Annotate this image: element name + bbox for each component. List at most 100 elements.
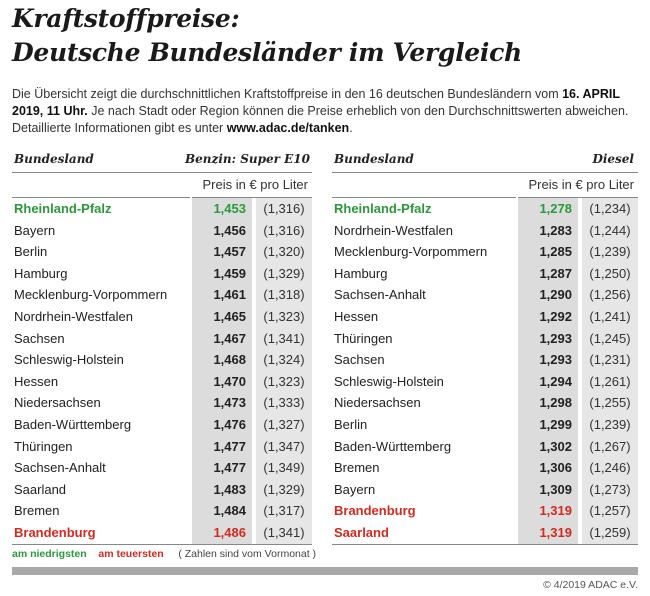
previous-month-price: (1,245) <box>582 327 638 350</box>
table-row: Brandenburg 1,486 (1,341) <box>12 521 312 544</box>
previous-month-price: (1,329) <box>256 478 312 501</box>
table-bottom-rule <box>12 543 312 545</box>
current-price: 1,453 <box>192 198 252 220</box>
previous-month-price: (1,246) <box>582 457 638 479</box>
table-row: Sachsen-Anhalt 1,290 (1,256) <box>332 284 638 306</box>
table-row: Brandenburg 1,319 (1,257) <box>332 500 638 522</box>
current-price: 1,477 <box>192 457 252 479</box>
table-row: Sachsen-Anhalt 1,477 (1,349) <box>12 457 312 479</box>
table-row: Mecklenburg-Vorpommern 1,461 (1,318) <box>12 284 312 306</box>
current-price: 1,456 <box>192 219 252 242</box>
state-name: Berlin <box>14 244 48 260</box>
current-price: 1,306 <box>518 457 578 479</box>
table-row: Thüringen 1,293 (1,245) <box>332 327 638 350</box>
current-price: 1,476 <box>192 413 252 436</box>
table-row: Hessen 1,292 (1,241) <box>332 305 638 328</box>
state-name: Schleswig-Holstein <box>14 352 124 368</box>
current-price: 1,278 <box>518 198 578 220</box>
previous-month-price: (1,259) <box>582 521 638 544</box>
previous-month-price: (1,231) <box>582 349 638 371</box>
previous-month-price: (1,239) <box>582 413 638 436</box>
previous-month-price: (1,239) <box>582 241 638 263</box>
table-row: Niedersachsen 1,298 (1,255) <box>332 392 638 414</box>
previous-month-price: (1,323) <box>256 305 312 328</box>
state-name: Niedersachsen <box>334 395 421 411</box>
table-row: Sachsen 1,467 (1,341) <box>12 327 312 350</box>
previous-month-price: (1,323) <box>256 370 312 393</box>
state-name: Schleswig-Holstein <box>334 373 444 389</box>
previous-month-price: (1,327) <box>256 413 312 436</box>
previous-month-price: (1,329) <box>256 262 312 285</box>
table-row: Schleswig-Holstein 1,294 (1,261) <box>332 370 638 393</box>
current-price: 1,484 <box>192 500 252 522</box>
previous-month-price: (1,341) <box>256 521 312 544</box>
table-row: Saarland 1,319 (1,259) <box>332 521 638 544</box>
state-name: Sachsen <box>14 330 65 346</box>
state-name: Bayern <box>14 222 56 238</box>
table-row: Hessen 1,470 (1,323) <box>12 370 312 393</box>
state-name: Hessen <box>334 308 379 324</box>
state-name: Mecklenburg-Vorpommern <box>14 287 168 303</box>
current-price: 1,292 <box>518 305 578 328</box>
state-name: Sachsen-Anhalt <box>334 287 426 303</box>
legend-note: ( Zahlen sind vom Vormonat ) <box>178 548 317 560</box>
state-name: Thüringen <box>14 438 73 454</box>
table-row: Berlin 1,457 (1,320) <box>12 241 312 263</box>
unit-label: Preis in € pro Liter <box>202 177 309 192</box>
state-name: Thüringen <box>334 330 393 346</box>
previous-month-price: (1,255) <box>582 392 638 414</box>
current-price: 1,465 <box>192 305 252 328</box>
previous-month-price: (1,257) <box>582 500 638 522</box>
previous-month-price: (1,341) <box>256 327 312 350</box>
state-name: Rheinland-Pfalz <box>334 201 432 216</box>
table-row: Berlin 1,299 (1,239) <box>332 413 638 436</box>
table-header: Bundesland Benzin: Super E10 <box>12 146 312 173</box>
previous-month-price: (1,234) <box>582 198 638 220</box>
state-name: Saarland <box>14 481 67 497</box>
table-row: Bayern 1,309 (1,273) <box>332 478 638 501</box>
current-price: 1,294 <box>518 370 578 393</box>
state-name: Baden-Württemberg <box>14 416 132 432</box>
previous-month-price: (1,347) <box>256 435 312 458</box>
state-name: Hamburg <box>334 265 388 281</box>
page-title: Kraftstoffpreise: Deutsche Bundesländer i… <box>12 4 522 67</box>
state-name: Brandenburg <box>334 503 416 519</box>
previous-month-price: (1,244) <box>582 219 638 242</box>
table-row: Rheinland-Pfalz 1,453 (1,316) <box>12 198 312 220</box>
previous-month-price: (1,250) <box>582 262 638 285</box>
table-row: Schleswig-Holstein 1,468 (1,324) <box>12 349 312 371</box>
current-price: 1,302 <box>518 435 578 458</box>
state-name: Nordrhein-Westfalen <box>334 222 453 238</box>
current-price: 1,287 <box>518 262 578 285</box>
current-price: 1,467 <box>192 327 252 350</box>
previous-month-price: (1,324) <box>256 349 312 371</box>
unit-label: Preis in € pro Liter <box>528 177 635 192</box>
current-price: 1,309 <box>518 478 578 501</box>
table-row: Nordrhein-Westfalen 1,465 (1,323) <box>12 305 312 328</box>
table-row: Saarland 1,483 (1,329) <box>12 478 312 501</box>
previous-month-price: (1,333) <box>256 392 312 414</box>
state-name: Brandenburg <box>14 524 96 540</box>
current-price: 1,293 <box>518 349 578 371</box>
copyright: © 4/2019 ADAC e.V. <box>543 579 638 591</box>
current-price: 1,299 <box>518 413 578 436</box>
table-row: Bayern 1,456 (1,316) <box>12 219 312 242</box>
current-price: 1,319 <box>518 521 578 544</box>
intro-text: Die Übersicht zeigt die durchschnittlich… <box>12 87 629 135</box>
current-price: 1,298 <box>518 392 578 414</box>
state-name: Bremen <box>14 503 60 519</box>
current-price: 1,461 <box>192 284 252 306</box>
state-name: Sachsen <box>334 352 385 368</box>
table-row: Nordrhein-Westfalen 1,283 (1,244) <box>332 219 638 242</box>
state-name: Mecklenburg-Vorpommern <box>334 244 488 260</box>
table-diesel: Bundesland Diesel Preis in € pro Liter Rh… <box>332 146 638 545</box>
state-name: Hamburg <box>14 265 68 281</box>
legend-highest: am teuersten <box>98 548 164 560</box>
current-price: 1,470 <box>192 370 252 393</box>
footer-bar <box>12 567 638 575</box>
previous-month-price: (1,318) <box>256 284 312 306</box>
previous-month-price: (1,317) <box>256 500 312 522</box>
adac-link[interactable]: www.adac.de/tanken <box>226 121 350 135</box>
table-row: Baden-Württemberg 1,476 (1,327) <box>12 413 312 436</box>
table-row: Thüringen 1,477 (1,347) <box>12 435 312 458</box>
